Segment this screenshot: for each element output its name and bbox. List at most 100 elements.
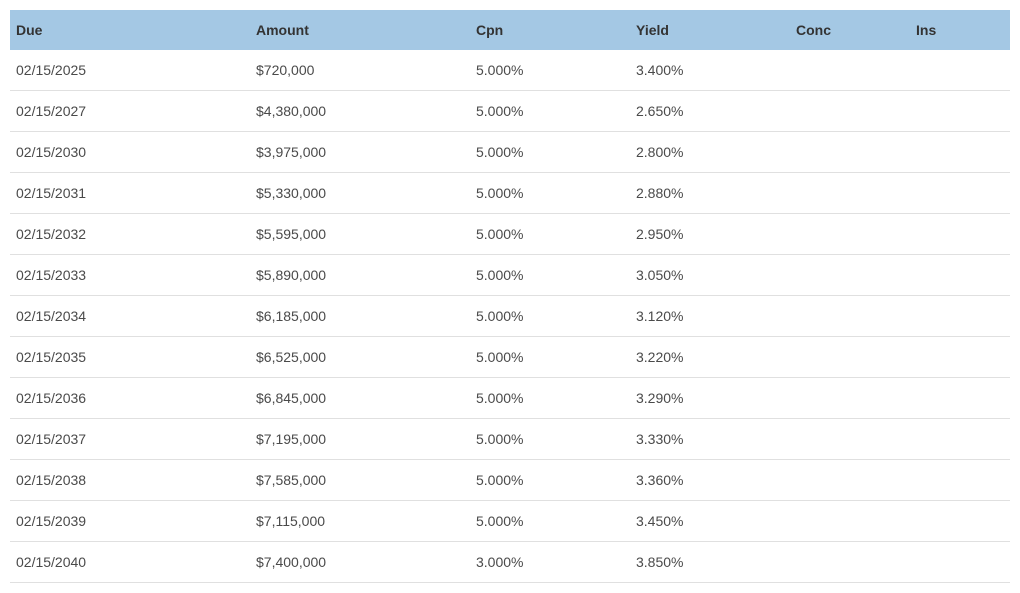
cell-amount: $7,195,000 (250, 419, 470, 460)
header-due[interactable]: Due (10, 10, 250, 50)
cell-amount: $5,595,000 (250, 214, 470, 255)
cell-amount: $7,115,000 (250, 501, 470, 542)
cell-due: 02/15/2025 (10, 50, 250, 91)
cell-yield: 2.800% (630, 132, 790, 173)
cell-due: 02/15/2035 (10, 337, 250, 378)
table-body: 02/15/2025 $720,000 5.000% 3.400% 02/15/… (10, 50, 1010, 583)
table-row: 02/15/2040 $7,400,000 3.000% 3.850% (10, 542, 1010, 583)
cell-cpn: 3.000% (470, 542, 630, 583)
cell-due: 02/15/2033 (10, 255, 250, 296)
table-row: 02/15/2025 $720,000 5.000% 3.400% (10, 50, 1010, 91)
header-conc[interactable]: Conc (790, 10, 910, 50)
cell-ins (910, 337, 1010, 378)
cell-ins (910, 378, 1010, 419)
table-row: 02/15/2032 $5,595,000 5.000% 2.950% (10, 214, 1010, 255)
cell-due: 02/15/2036 (10, 378, 250, 419)
cell-due: 02/15/2040 (10, 542, 250, 583)
cell-due: 02/15/2039 (10, 501, 250, 542)
cell-conc (790, 419, 910, 460)
cell-conc (790, 132, 910, 173)
table-row: 02/15/2038 $7,585,000 5.000% 3.360% (10, 460, 1010, 501)
cell-due: 02/15/2037 (10, 419, 250, 460)
cell-amount: $3,975,000 (250, 132, 470, 173)
cell-conc (790, 50, 910, 91)
cell-yield: 3.120% (630, 296, 790, 337)
cell-cpn: 5.000% (470, 419, 630, 460)
cell-yield: 3.050% (630, 255, 790, 296)
cell-yield: 3.330% (630, 419, 790, 460)
cell-cpn: 5.000% (470, 173, 630, 214)
cell-amount: $6,525,000 (250, 337, 470, 378)
cell-conc (790, 378, 910, 419)
cell-amount: $5,330,000 (250, 173, 470, 214)
table-row: 02/15/2035 $6,525,000 5.000% 3.220% (10, 337, 1010, 378)
cell-amount: $4,380,000 (250, 91, 470, 132)
cell-cpn: 5.000% (470, 91, 630, 132)
cell-due: 02/15/2031 (10, 173, 250, 214)
cell-conc (790, 542, 910, 583)
cell-cpn: 5.000% (470, 214, 630, 255)
table-header: Due Amount Cpn Yield Conc Ins (10, 10, 1010, 50)
cell-amount: $6,185,000 (250, 296, 470, 337)
cell-amount: $6,845,000 (250, 378, 470, 419)
cell-cpn: 5.000% (470, 255, 630, 296)
cell-cpn: 5.000% (470, 460, 630, 501)
cell-amount: $7,585,000 (250, 460, 470, 501)
cell-ins (910, 460, 1010, 501)
cell-conc (790, 173, 910, 214)
cell-cpn: 5.000% (470, 337, 630, 378)
cell-yield: 2.880% (630, 173, 790, 214)
cell-amount: $5,890,000 (250, 255, 470, 296)
cell-ins (910, 501, 1010, 542)
cell-yield: 2.950% (630, 214, 790, 255)
cell-ins (910, 132, 1010, 173)
table-row: 02/15/2037 $7,195,000 5.000% 3.330% (10, 419, 1010, 460)
cell-due: 02/15/2030 (10, 132, 250, 173)
cell-ins (910, 91, 1010, 132)
cell-conc (790, 255, 910, 296)
cell-due: 02/15/2034 (10, 296, 250, 337)
cell-due: 02/15/2038 (10, 460, 250, 501)
cell-due: 02/15/2032 (10, 214, 250, 255)
cell-yield: 2.650% (630, 91, 790, 132)
cell-conc (790, 337, 910, 378)
header-ins[interactable]: Ins (910, 10, 1010, 50)
cell-conc (790, 460, 910, 501)
cell-yield: 3.290% (630, 378, 790, 419)
table-row: 02/15/2039 $7,115,000 5.000% 3.450% (10, 501, 1010, 542)
cell-cpn: 5.000% (470, 50, 630, 91)
header-yield[interactable]: Yield (630, 10, 790, 50)
header-row: Due Amount Cpn Yield Conc Ins (10, 10, 1010, 50)
cell-due: 02/15/2027 (10, 91, 250, 132)
cell-ins (910, 173, 1010, 214)
cell-conc (790, 91, 910, 132)
table-row: 02/15/2036 $6,845,000 5.000% 3.290% (10, 378, 1010, 419)
table-row: 02/15/2027 $4,380,000 5.000% 2.650% (10, 91, 1010, 132)
table-row: 02/15/2034 $6,185,000 5.000% 3.120% (10, 296, 1010, 337)
cell-conc (790, 214, 910, 255)
table-row: 02/15/2033 $5,890,000 5.000% 3.050% (10, 255, 1010, 296)
cell-cpn: 5.000% (470, 296, 630, 337)
cell-ins (910, 50, 1010, 91)
cell-ins (910, 255, 1010, 296)
cell-yield: 3.360% (630, 460, 790, 501)
cell-cpn: 5.000% (470, 378, 630, 419)
cell-amount: $720,000 (250, 50, 470, 91)
cell-cpn: 5.000% (470, 132, 630, 173)
cell-yield: 3.450% (630, 501, 790, 542)
cell-conc (790, 501, 910, 542)
cell-ins (910, 214, 1010, 255)
cell-cpn: 5.000% (470, 501, 630, 542)
header-cpn[interactable]: Cpn (470, 10, 630, 50)
cell-amount: $7,400,000 (250, 542, 470, 583)
bond-schedule-table: Due Amount Cpn Yield Conc Ins 02/15/2025… (10, 10, 1010, 583)
cell-ins (910, 542, 1010, 583)
cell-ins (910, 419, 1010, 460)
cell-ins (910, 296, 1010, 337)
table-row: 02/15/2031 $5,330,000 5.000% 2.880% (10, 173, 1010, 214)
cell-conc (790, 296, 910, 337)
cell-yield: 3.220% (630, 337, 790, 378)
table-row: 02/15/2030 $3,975,000 5.000% 2.800% (10, 132, 1010, 173)
cell-yield: 3.850% (630, 542, 790, 583)
header-amount[interactable]: Amount (250, 10, 470, 50)
